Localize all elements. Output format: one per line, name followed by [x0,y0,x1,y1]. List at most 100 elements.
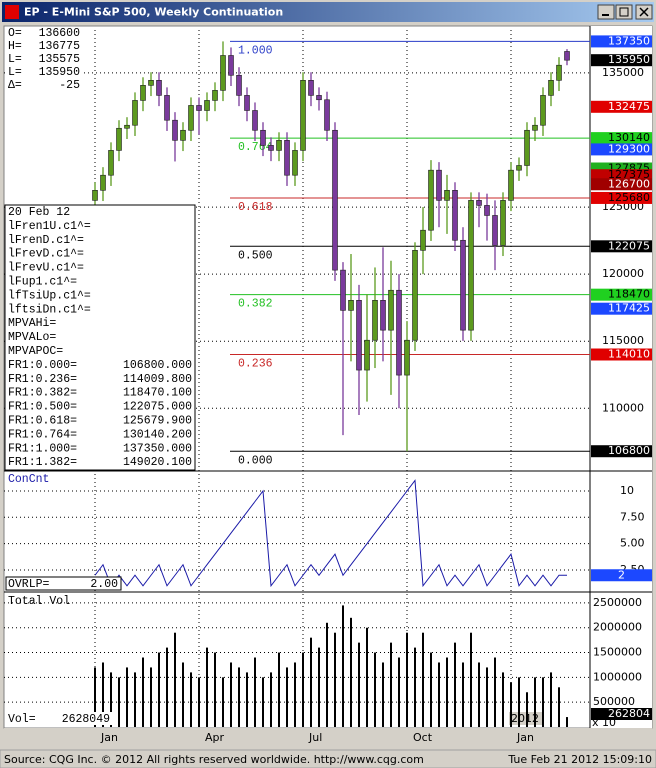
last-vol-label: 262804 [608,707,650,720]
volume-bar [510,682,512,727]
candle-body [148,80,154,86]
quote-label: L= [8,66,22,79]
candle-body [548,80,554,96]
price-marker-label: 117425 [608,302,650,315]
y-tick-label: 120000 [602,267,644,280]
y-tick-label: 1500000 [593,646,642,659]
price-marker-label: 130140 [608,131,650,144]
volume-bar [422,632,424,727]
volume-bar [502,672,504,727]
quote-value: 135950 [39,66,81,79]
candle-body [500,200,506,246]
maximize-icon [619,7,629,17]
app-icon [5,5,19,19]
info-label: MPVAPOC= [8,345,63,358]
candle-body [532,124,538,131]
volume-bar [438,662,440,727]
x-tick-label: Apr [205,731,225,744]
price-marker [591,178,652,191]
fib-label: 0.764 [238,141,273,154]
info-value: 118470.100 [123,387,192,400]
price-marker [591,169,652,182]
vol-value: 2628049 [62,713,110,726]
volume-bar [166,647,168,727]
volume-bar [310,637,312,727]
candle-body [436,169,442,201]
volume-bar [222,677,224,727]
status-time: Tue Feb 21 2012 15:09:10 [507,753,652,766]
candle-body [380,300,386,331]
vol-label: Vol= [8,713,36,726]
maximize-button[interactable] [615,4,633,20]
volume-bar [550,672,552,727]
volume-bar [230,662,232,727]
candle-body [180,129,186,141]
price-marker [591,54,652,67]
y-tick-label: 115000 [602,334,644,347]
candle-body [476,200,482,206]
price-marker [591,35,652,48]
info-label: FR1:0.618= [8,415,77,428]
candle-body [412,250,418,341]
candle-body [252,110,258,131]
price-marker [591,240,652,253]
x-tick-label: Jan [516,731,534,744]
quote-value: 135575 [39,53,81,66]
volume-bar [142,657,144,727]
volume-bar [110,672,112,727]
y-tick-label: 135000 [602,66,644,79]
y-tick-label: 10 [620,484,634,497]
volume-bar [118,677,120,727]
window-title: EP - E-Mini S&P 500, Weekly Continuation [24,6,283,19]
plot-layer: Jan Apr Jul Oct Jan2012110000115000120000125… [4,27,652,744]
info-value: 149020.100 [123,456,192,469]
minimize-button[interactable] [597,4,615,20]
price-marker-label: 126700 [608,177,650,190]
candle-body [204,100,210,111]
fib-label: 0.618 [238,201,273,214]
volume-bar [318,647,320,727]
candle-body [404,339,410,376]
volume-bar [478,662,480,727]
price-marker-label: 137350 [608,34,650,47]
quote-box [5,27,83,91]
info-label: lFrevU.c1^= [8,262,84,275]
fib-label: 0.500 [238,249,273,262]
candle-body [372,300,378,341]
quote-label: L= [8,53,22,66]
candle-body [172,119,178,141]
price-marker-label: 127375 [608,168,650,181]
info-label: FR1:1.000= [8,442,77,455]
candle-body [108,150,114,176]
price-marker-label: 132475 [608,100,650,113]
window-controls[interactable] [597,4,653,20]
panel-title: ConCnt [8,473,49,486]
candle-body [356,300,362,371]
volume-bar [326,622,328,727]
info-label: lFrevD.c1^= [8,248,84,261]
candle-body [116,127,122,151]
candle-body [188,105,194,131]
candle-body [444,190,450,201]
price-marker-label: 118470 [608,288,650,301]
candle-body [508,169,514,201]
volume-bar [518,677,520,727]
x-tick-label: Oct [413,731,433,744]
status-bar [0,749,656,768]
y-tick-label: 500000 [593,695,635,708]
info-label: lFrenD.c1^= [8,234,84,247]
volume-bar [526,692,528,727]
y-tick-label: 5.00 [620,537,645,550]
info-value: 125679.900 [123,415,192,428]
panel-title: Total Vol [8,595,70,608]
volume-bar [390,642,392,727]
info-label: FR1:0.500= [8,401,77,414]
fib-label: 0.000 [238,454,273,467]
volume-bar [446,657,448,727]
x-tick-label: Jul [308,731,322,744]
volume-bar [206,647,208,727]
volume-bar [246,672,248,727]
candle-body [212,90,218,101]
